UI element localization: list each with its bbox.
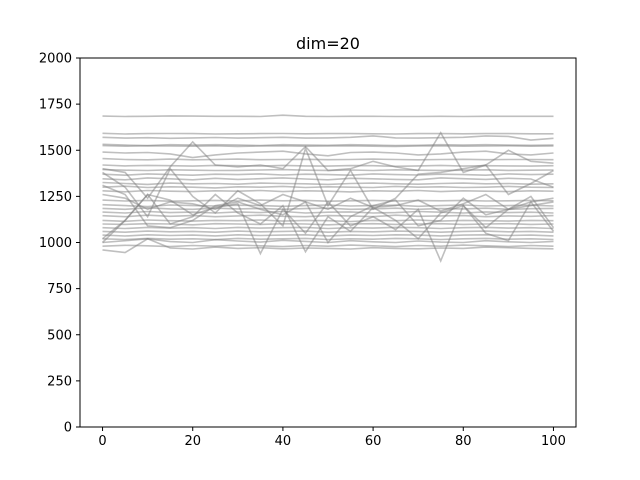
x-tick-label: 80 [455, 434, 472, 449]
series-line-14 [102, 185, 554, 189]
series-line-1 [102, 114, 554, 118]
y-tick-label: 1000 [39, 236, 72, 251]
x-tick-label: 0 [98, 434, 106, 449]
series-line-2 [102, 132, 554, 135]
series-line-13 [102, 181, 554, 186]
series-line-31 [102, 244, 554, 248]
y-tick-label: 1750 [39, 98, 72, 113]
series-line-34 [102, 184, 554, 244]
series-line-22 [102, 214, 554, 218]
series-line-28 [102, 233, 554, 237]
y-tick-label: 1250 [39, 190, 72, 205]
series-line-10 [102, 168, 554, 172]
series-line-33 [101, 193, 555, 263]
x-tick-label: 20 [184, 434, 201, 449]
series-line-29 [102, 237, 554, 241]
chart-title: dim=20 [296, 34, 360, 53]
series-line-26 [102, 226, 554, 230]
series-line-3 [102, 135, 554, 141]
series-line-11 [102, 173, 554, 177]
series-line-27 [102, 230, 554, 234]
series-line-5 [102, 144, 554, 148]
x-tick-label: 60 [365, 434, 382, 449]
y-tick-label: 1500 [39, 144, 72, 159]
series-line-24 [102, 219, 554, 223]
x-axis-ticks: 0 20 40 60 80 100 [98, 427, 566, 449]
series-line-21 [102, 210, 554, 214]
series-line-15 [102, 189, 554, 193]
y-tick-label: 2000 [39, 52, 72, 67]
series-line-25 [102, 222, 554, 226]
y-tick-label: 0 [64, 421, 72, 436]
y-tick-label: 750 [47, 282, 72, 297]
y-tick-label: 500 [47, 328, 72, 343]
series-line-7 [102, 157, 554, 161]
y-tick-label: 250 [47, 374, 72, 389]
y-axis-ticks: 0 250 500 750 1000 1250 1500 1750 2000 [39, 52, 80, 436]
series-line-17 [102, 193, 554, 212]
series-line-6 [102, 150, 554, 159]
x-tick-label: 100 [541, 434, 566, 449]
x-tick-label: 40 [275, 434, 292, 449]
series-line-32 [102, 237, 554, 254]
series-lines [101, 114, 555, 263]
